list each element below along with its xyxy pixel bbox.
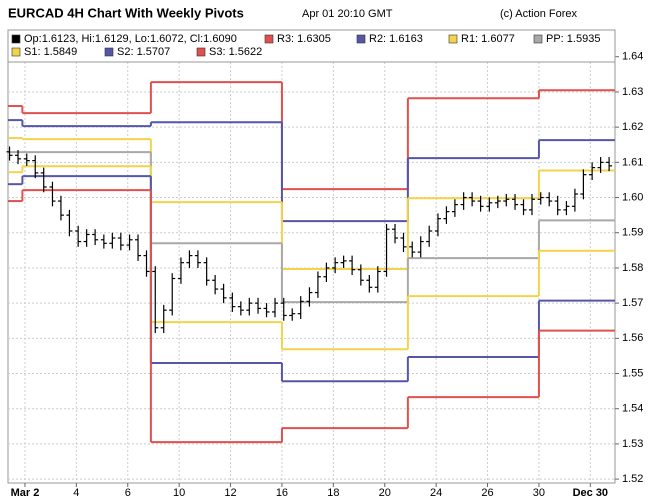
y-tick-label: 1.63 [622, 86, 643, 98]
x-tick-label: 20 [379, 487, 391, 499]
y-tick-label: 1.59 [622, 227, 643, 239]
y-tick-label: 1.54 [622, 403, 643, 415]
x-tick-label: Mar 2 [11, 487, 40, 499]
x-tick-label: 26 [481, 487, 493, 499]
legend-label: R1: 1.6077 [461, 33, 515, 45]
timestamp: Apr 01 20:10 GMT [302, 8, 393, 20]
legend-swatch [264, 34, 274, 44]
legend-label: S3: 1.5622 [209, 46, 262, 58]
x-tick-label: 18 [327, 487, 339, 499]
y-tick-label: 1.55 [622, 367, 643, 379]
credit: (c) Action Forex [500, 8, 578, 20]
x-tick-label: 24 [430, 487, 442, 499]
chart-title: EURCAD 4H Chart With Weekly Pivots [8, 5, 244, 20]
legend-swatch [11, 47, 21, 57]
y-tick-label: 1.57 [622, 297, 643, 309]
legend-label: PP: 1.5935 [546, 33, 600, 45]
y-tick-label: 1.61 [622, 156, 643, 168]
y-tick-label: 1.52 [622, 473, 643, 485]
legend-swatch [11, 34, 21, 44]
y-tick-label: 1.62 [622, 121, 643, 133]
legend-label: R2: 1.6163 [369, 33, 423, 45]
y-tick-label: 1.53 [622, 438, 643, 450]
legend-swatch [104, 47, 114, 57]
x-tick-label: 10 [173, 487, 185, 499]
x-tick-label: Dec 30 [573, 487, 608, 499]
y-tick-label: 1.60 [622, 191, 643, 203]
legend-label: S2: 1.5707 [117, 46, 170, 58]
legend-box [7, 29, 616, 63]
legend-label: Op:1.6123, Hi:1.6129, Lo:1.6072, Cl:1.60… [24, 33, 237, 45]
legend-swatch [533, 34, 543, 44]
legend-swatch [196, 47, 206, 57]
x-tick-label: 30 [533, 487, 545, 499]
legend-label: R3: 1.6305 [277, 33, 331, 45]
x-tick-label: 4 [73, 487, 79, 499]
y-tick-label: 1.64 [622, 51, 643, 63]
x-tick-label: 12 [224, 487, 236, 499]
legend-swatch [356, 34, 366, 44]
x-tick-label: 6 [125, 487, 131, 499]
plot-area [7, 29, 616, 484]
legend-label: S1: 1.5849 [24, 46, 77, 58]
y-tick-label: 1.56 [622, 332, 643, 344]
x-tick-label: 16 [276, 487, 288, 499]
y-tick-label: 1.58 [622, 262, 643, 274]
legend-swatch [448, 34, 458, 44]
